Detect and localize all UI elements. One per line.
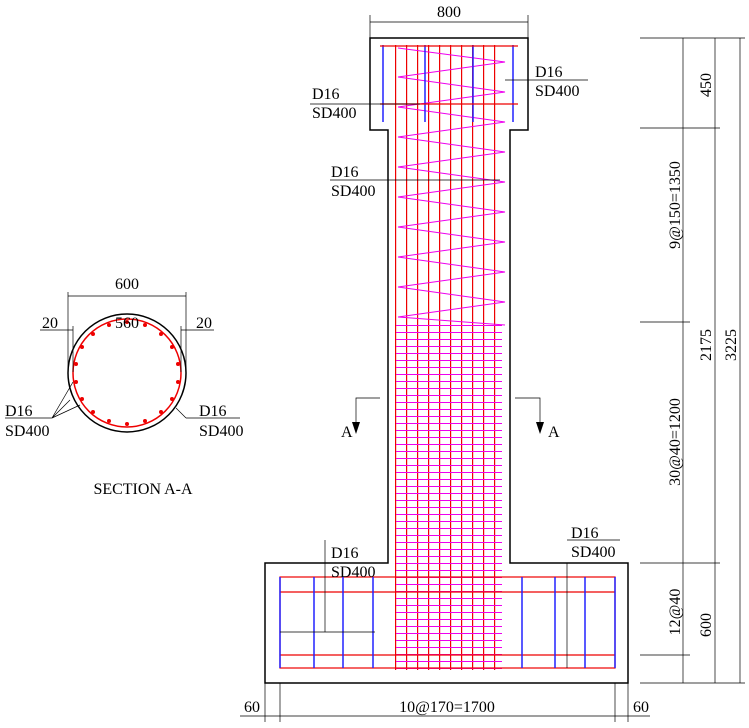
leaders xyxy=(280,79,620,668)
bar-label: D16 xyxy=(199,403,227,420)
grade-label: SD400 xyxy=(331,183,375,200)
dim: 20 xyxy=(42,315,58,332)
grade-label: SD400 xyxy=(312,105,356,122)
hoops xyxy=(396,325,502,670)
dim: 600 xyxy=(115,276,139,293)
dim: 30@40=1200 xyxy=(667,398,684,486)
base-bars xyxy=(280,591,615,656)
spiral xyxy=(397,47,506,326)
cut-lines xyxy=(355,397,541,430)
section-leaders xyxy=(5,381,240,419)
bottom-dims xyxy=(240,683,650,722)
section-bars xyxy=(74,320,180,426)
grade-label: SD400 xyxy=(571,544,615,561)
dim: 560 xyxy=(115,315,139,332)
section-title: SECTION A-A xyxy=(93,481,193,498)
section: 600 20 560 20 D16 SD400 D16 SD400 SECTIO… xyxy=(5,276,243,498)
bar-label: D16 xyxy=(331,164,359,181)
cap-bars xyxy=(382,45,514,122)
section-dims xyxy=(40,292,214,372)
dim: 60 xyxy=(633,699,649,716)
dim: 10@170=1700 xyxy=(399,699,495,716)
dim: 3225 xyxy=(723,329,740,361)
dim: 600 xyxy=(698,613,715,637)
bar-label: D16 xyxy=(331,545,359,562)
bar-label: D16 xyxy=(312,86,340,103)
dim: 2175 xyxy=(698,329,715,361)
top-dim xyxy=(369,15,529,38)
grade-label: SD400 xyxy=(5,423,49,440)
side-dims xyxy=(640,37,745,684)
section-outline xyxy=(67,313,187,433)
grade-label: SD400 xyxy=(199,423,243,440)
dim: 12@40 xyxy=(667,589,684,636)
dim: 9@150=1350 xyxy=(667,161,684,249)
cut-mark: A xyxy=(548,424,560,441)
grade-label: SD400 xyxy=(331,564,375,581)
dim: 450 xyxy=(698,73,715,97)
grade-label: SD400 xyxy=(535,83,579,100)
base-stirrups xyxy=(279,577,616,668)
bar-label: D16 xyxy=(571,525,599,542)
cut-mark: A xyxy=(341,424,353,441)
elevation: 800 D16 SD400 D16 SD400 D16 SD400 D16 SD… xyxy=(240,4,745,722)
dim: 800 xyxy=(437,4,461,21)
dim: 20 xyxy=(196,315,212,332)
bar-label: D16 xyxy=(535,64,563,81)
section-spiral xyxy=(72,318,182,428)
bar-label: D16 xyxy=(5,403,33,420)
dim: 60 xyxy=(244,699,260,716)
